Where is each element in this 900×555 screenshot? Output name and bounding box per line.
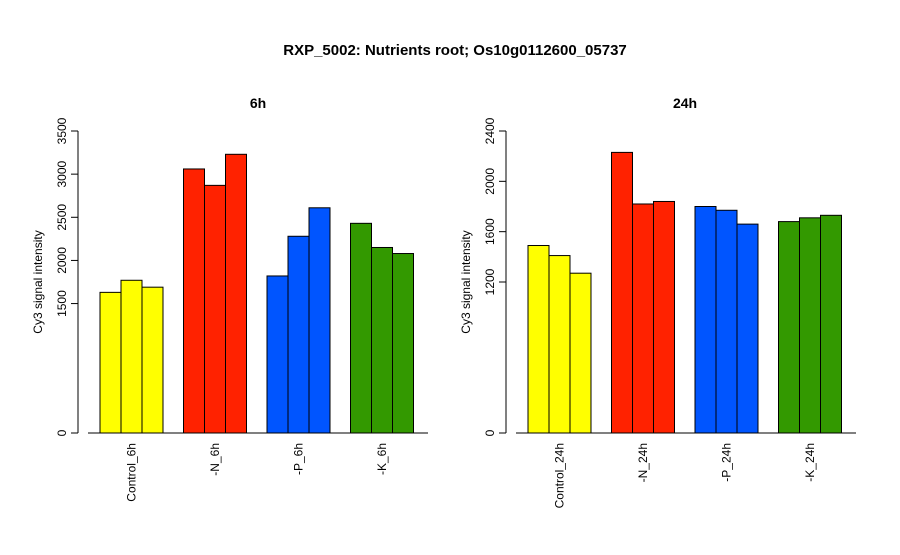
bar--P_6h-rep2 — [287, 235, 310, 434]
panel-1-y-tick-label: 3500 — [55, 117, 69, 144]
x-tick-label--N_6h: -N_6h — [208, 443, 222, 476]
panel-1-y-tick-label: 0 — [55, 429, 69, 436]
bar-Control_24h-rep3 — [569, 272, 592, 434]
bar--P_24h-rep1 — [694, 206, 717, 434]
panel-1-y-tick-label: 1500 — [55, 290, 69, 317]
panel-2-y-axis-label: Cy3 signal intensity — [459, 230, 473, 333]
x-tick-label--P_24h: -P_24h — [720, 443, 734, 482]
panel-1-y-tick-label: 3000 — [55, 160, 69, 187]
panel-1-y-axis-label: Cy3 signal intensity — [31, 230, 45, 333]
panel-2-y-tick-label: 2400 — [483, 117, 497, 144]
x-tick-label-Control_24h: Control_24h — [553, 443, 567, 508]
bar--K_24h-rep3 — [820, 214, 842, 434]
bar--K_6h-rep2 — [371, 246, 393, 434]
bar-Control_6h-rep2 — [120, 279, 143, 434]
bar--N_6h-rep3 — [225, 153, 247, 434]
bar-Control_24h-rep1 — [527, 245, 550, 434]
bar--N_6h-rep2 — [204, 184, 226, 434]
bar--N_24h-rep3 — [653, 200, 675, 434]
bar--N_24h-rep1 — [611, 151, 633, 434]
panel-2-y-tick-label: 1200 — [483, 268, 497, 295]
x-tick-label--P_6h: -P_6h — [292, 443, 306, 475]
bar--K_6h-rep1 — [350, 222, 372, 434]
panel-2-y-tick-label: 2000 — [483, 168, 497, 195]
panel-1-y-tick-label: 2500 — [55, 204, 69, 231]
bar--P_6h-rep1 — [266, 275, 289, 434]
panel-2-y-tick-label: 0 — [483, 429, 497, 436]
bar--N_24h-rep2 — [632, 203, 654, 434]
bar-Control_6h-rep3 — [141, 286, 164, 434]
bar--P_6h-rep3 — [308, 207, 331, 434]
x-tick-label--K_24h: -K_24h — [803, 443, 817, 482]
bar--K_24h-rep2 — [799, 217, 821, 434]
bar-Control_6h-rep1 — [99, 291, 122, 434]
panel-2-y-tick-label: 1600 — [483, 218, 497, 245]
x-tick-label--N_24h: -N_24h — [636, 443, 650, 482]
bar--K_6h-rep3 — [392, 253, 414, 434]
bar--P_24h-rep3 — [736, 223, 759, 434]
panel-2-title: 24h — [673, 95, 697, 111]
bar--K_24h-rep1 — [778, 221, 800, 434]
panel-1-title: 6h — [250, 95, 266, 111]
bar--N_6h-rep1 — [183, 168, 205, 434]
x-tick-label--K_6h: -K_6h — [375, 443, 389, 475]
main-title: RXP_5002: Nutrients root; Os10g0112600_0… — [283, 42, 627, 59]
panel-1-y-tick-label: 2000 — [55, 247, 69, 274]
bar--P_24h-rep2 — [715, 209, 738, 434]
bar-Control_24h-rep2 — [548, 255, 571, 434]
x-tick-label-Control_6h: Control_6h — [125, 443, 139, 502]
